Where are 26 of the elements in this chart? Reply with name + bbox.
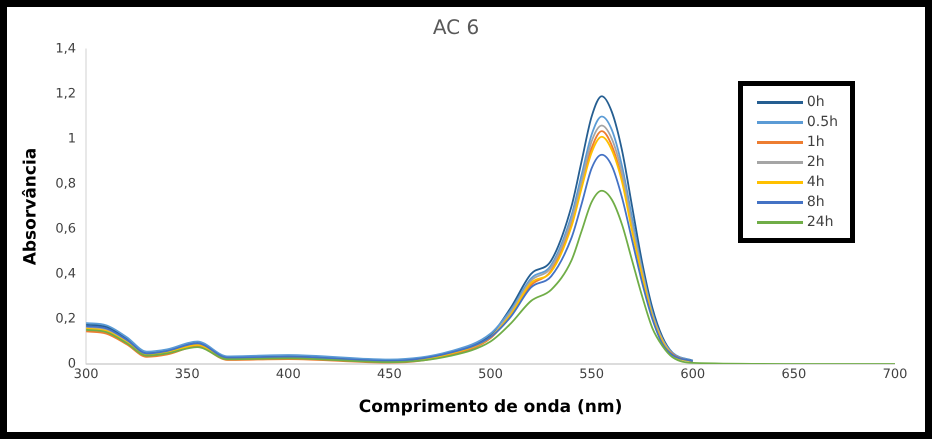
x-tick-label: 600 [680, 367, 706, 382]
y-tick-label: 0 [68, 356, 76, 372]
legend-label: 1h [806, 134, 825, 150]
legend-label: 2h [806, 154, 825, 170]
x-tick-label: 650 [781, 367, 806, 382]
x-tick-label: 300 [74, 367, 98, 382]
y-tick-label: 1 [68, 131, 76, 146]
x-tick-label: 350 [174, 367, 200, 382]
legend-label: 4h [806, 174, 825, 190]
x-tick-label: 500 [478, 367, 503, 382]
x-tick-label: 550 [579, 367, 604, 382]
y-tick-label: 0,6 [55, 221, 76, 236]
y-tick-label: 1,4 [55, 41, 76, 56]
y-tick-label: 0,2 [55, 311, 76, 326]
x-tick-label: 450 [377, 367, 402, 382]
legend-label: 0.5h [806, 114, 838, 130]
y-tick-label: 1,2 [55, 86, 76, 102]
y-axis-title: Absorvância [20, 148, 41, 266]
chart-title: AC 6 [432, 15, 480, 40]
y-tick-label: 0,8 [55, 176, 76, 192]
x-tick-label: 700 [882, 367, 908, 382]
y-tick-label: 0,4 [55, 266, 76, 282]
legend-label: 24h [806, 214, 834, 230]
legend-label: 0h [806, 94, 825, 110]
x-tick-label: 400 [276, 367, 301, 382]
legend-label: 8h [806, 194, 825, 210]
